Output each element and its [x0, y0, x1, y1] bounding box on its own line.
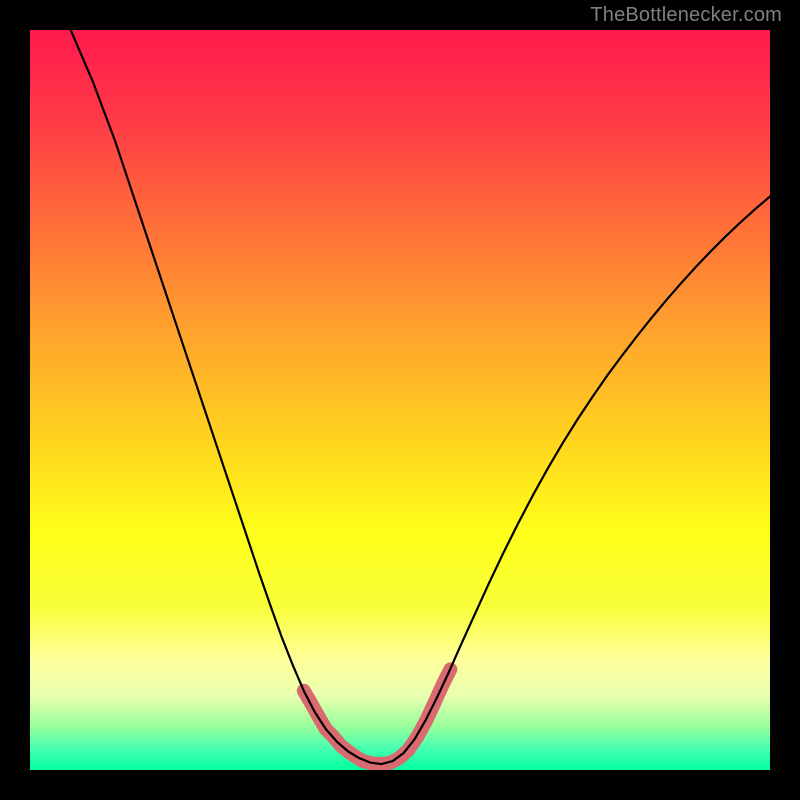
plot-background: [30, 30, 770, 770]
plot-svg: [30, 30, 770, 770]
canvas: TheBottlenecker.com: [0, 0, 800, 800]
watermark-text: TheBottlenecker.com: [590, 4, 782, 27]
plot-area: [30, 30, 770, 770]
